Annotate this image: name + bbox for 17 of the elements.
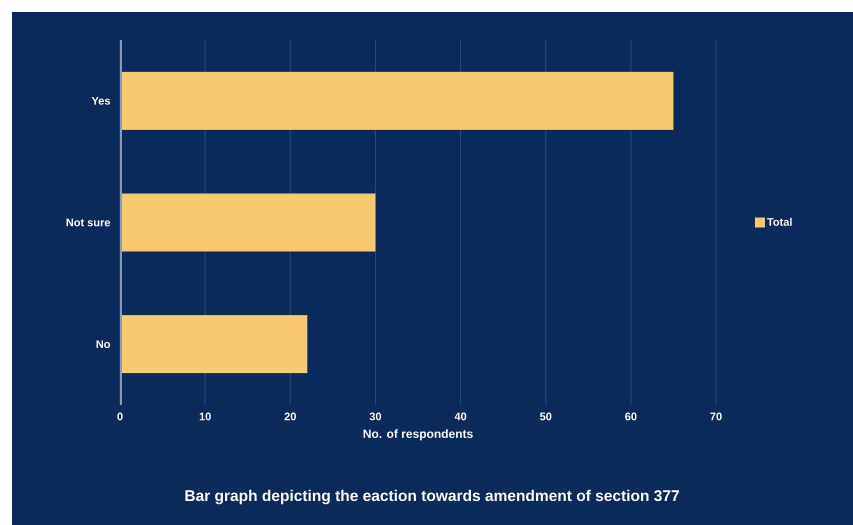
text: Bar graph depicting the eaction towards amendment of section 377 — [185, 490, 679, 504]
bar — [120, 72, 674, 130]
x-tick-label: 30 — [370, 412, 382, 420]
x-tick-label: 20 — [284, 412, 296, 420]
x-tick-label: 70 — [710, 412, 722, 420]
y-tick-label: No — [96, 340, 110, 348]
bar — [120, 194, 376, 252]
x-tick-label: 60 — [625, 412, 637, 420]
x-axis-title: No. of respondents — [364, 429, 473, 440]
y-tick-label: Yes — [92, 97, 110, 105]
y-tick-label: Not sure — [66, 218, 110, 226]
x-tick-label: 0 — [117, 412, 123, 420]
x-tick-label: 40 — [454, 412, 466, 420]
x-tick-label: 50 — [540, 412, 552, 420]
x-tick-label: 10 — [200, 412, 211, 420]
legend-label: Total — [767, 218, 792, 226]
bar — [120, 315, 308, 374]
